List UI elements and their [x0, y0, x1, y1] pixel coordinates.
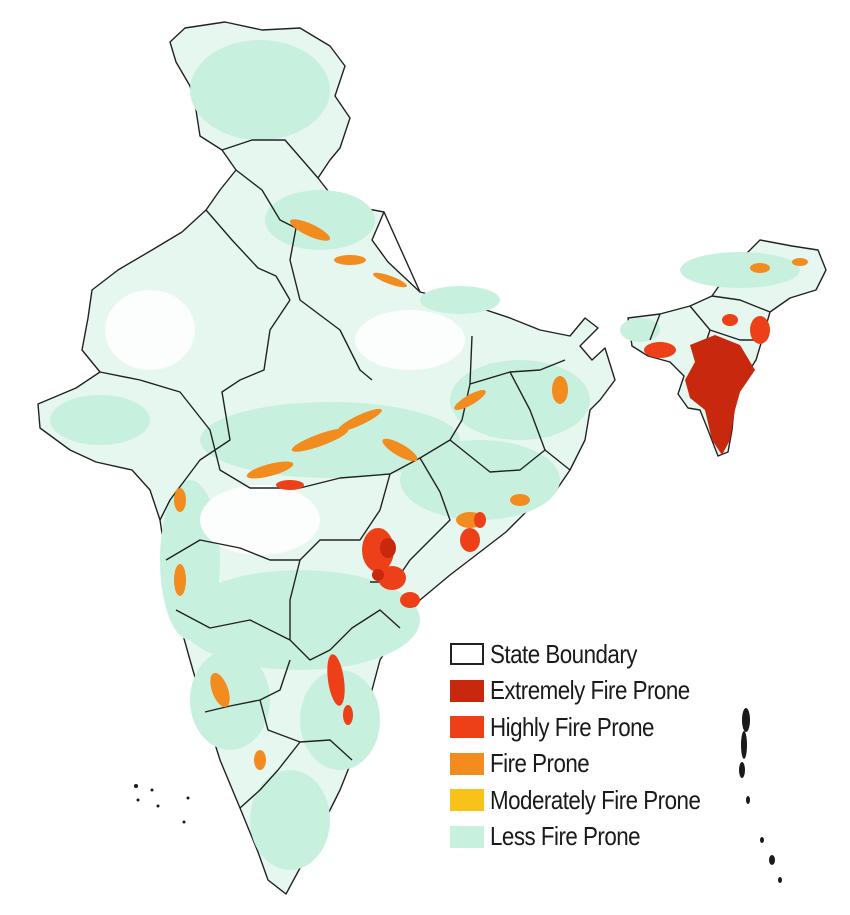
legend-swatch-extremely-fire-prone: [450, 679, 484, 702]
legend-swatch-less-fire-prone: [450, 825, 484, 848]
extremely-fire-prone-areas: [372, 335, 755, 581]
legend-swatch-moderately-fire-prone: [450, 789, 484, 812]
lakshadweep-islands: [134, 784, 190, 824]
legend-swatch-state-boundary: [450, 643, 484, 666]
andaman-nicobar-islands: [739, 708, 782, 883]
highly-fire-prone-areas: [276, 314, 770, 725]
legend-label: Extremely Fire Prone: [490, 675, 690, 706]
state-boundaries: [99, 139, 771, 809]
legend-label: State Boundary: [490, 638, 637, 669]
legend-item-state-boundary: State Boundary: [450, 636, 780, 673]
legend-label: Fire Prone: [490, 748, 590, 779]
legend-item-highly-fire-prone: Highly Fire Prone: [450, 709, 780, 746]
legend-swatch-highly-fire-prone: [450, 716, 484, 739]
legend-label: Less Fire Prone: [490, 821, 641, 852]
legend-item-fire-prone: Fire Prone: [450, 746, 780, 783]
legend-item-extremely-fire-prone: Extremely Fire Prone: [450, 673, 780, 710]
map-legend: State Boundary Extremely Fire Prone High…: [450, 636, 780, 855]
legend-item-less-fire-prone: Less Fire Prone: [450, 819, 780, 856]
legend-swatch-fire-prone: [450, 752, 484, 775]
legend-label: Highly Fire Prone: [490, 711, 654, 742]
legend-label: Moderately Fire Prone: [490, 784, 701, 815]
legend-item-moderately-fire-prone: Moderately Fire Prone: [450, 782, 780, 819]
